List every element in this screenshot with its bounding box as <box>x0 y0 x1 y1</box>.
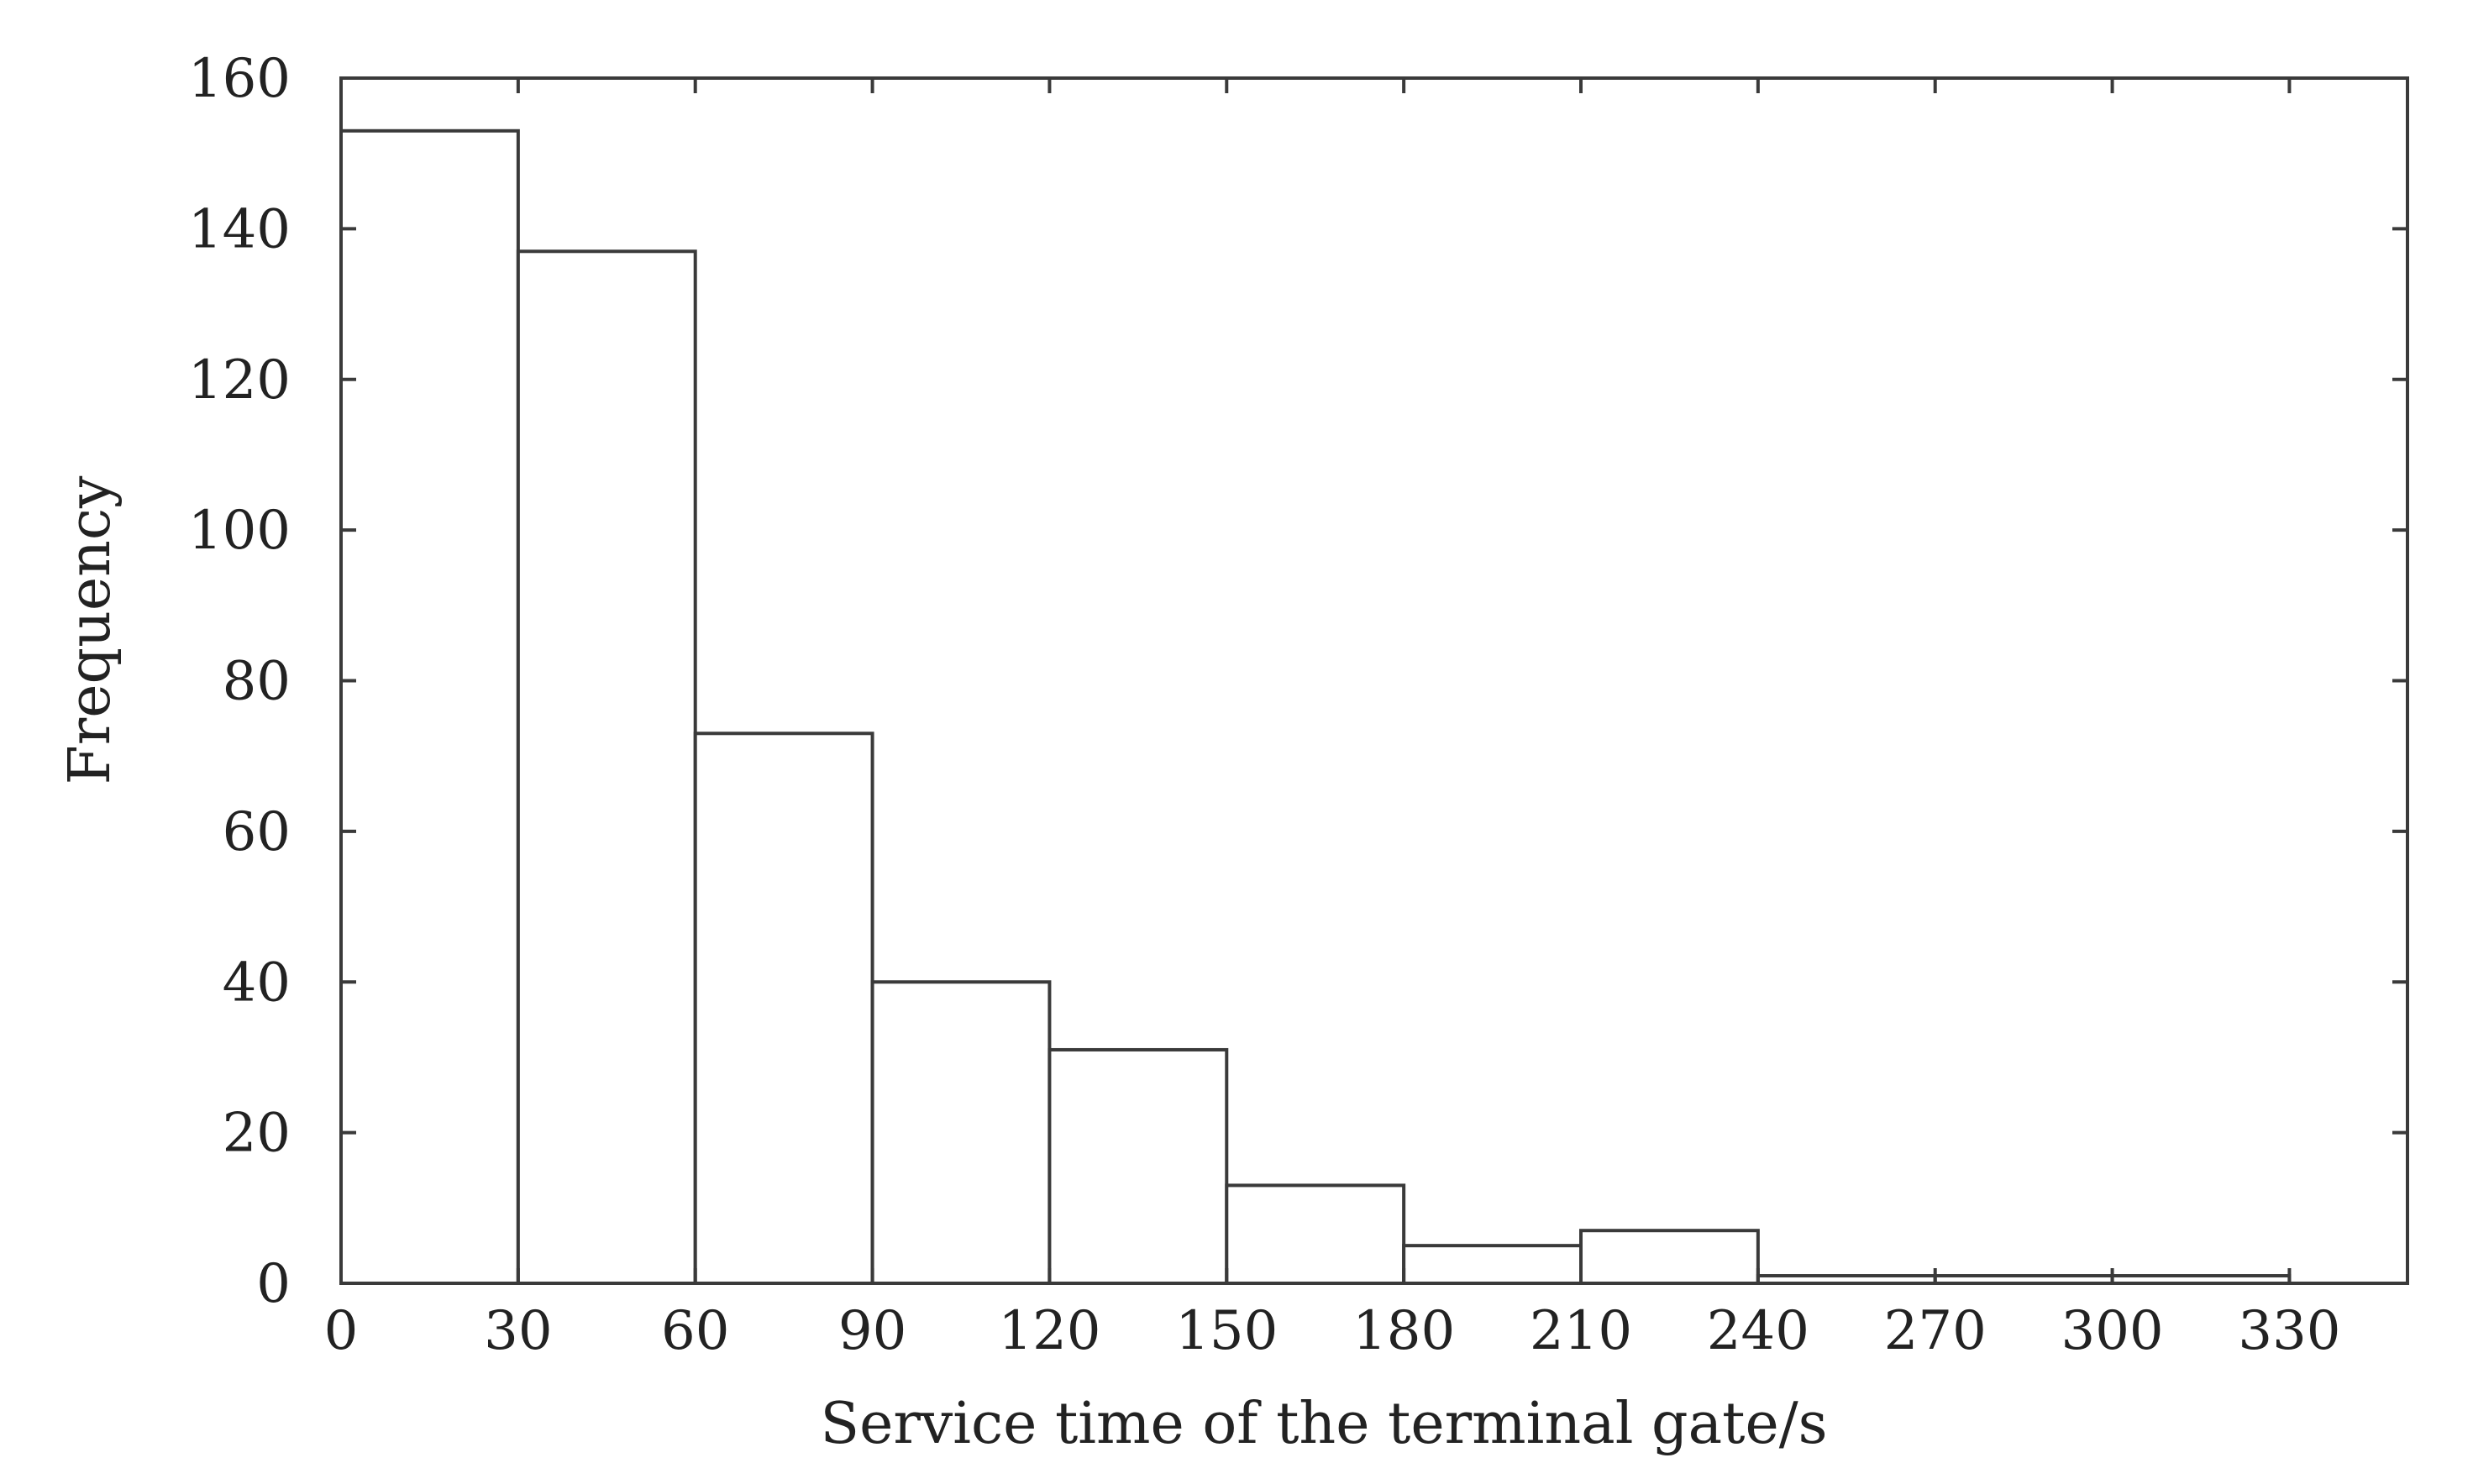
histogram-bar <box>1579 1229 1760 1285</box>
x-tick-label: 300 <box>2061 1300 2163 1362</box>
y-axis-label: Frequency <box>57 475 123 784</box>
y-tick-label: 80 <box>223 651 291 713</box>
y-tick-label: 140 <box>188 198 291 260</box>
x-tick-label: 270 <box>1884 1300 1987 1362</box>
histogram-bar <box>1047 1047 1229 1285</box>
x-tick-label: 180 <box>1352 1300 1455 1362</box>
histogram-bar <box>516 249 697 1285</box>
plot-frame <box>339 76 2409 1285</box>
y-tick-label: 100 <box>188 500 291 562</box>
y-tick-label: 120 <box>188 349 291 412</box>
x-tick-label: 330 <box>2238 1300 2340 1362</box>
y-tick-label: 160 <box>188 48 291 110</box>
histogram-bar <box>339 128 520 1285</box>
x-tick-label: 90 <box>838 1300 906 1362</box>
x-tick-label: 0 <box>324 1300 359 1362</box>
histogram-bar <box>1402 1244 1583 1285</box>
y-tick-label: 40 <box>223 952 291 1014</box>
y-tick-label: 0 <box>256 1253 291 1315</box>
y-tick-label: 20 <box>223 1103 291 1165</box>
x-tick-label: 240 <box>1707 1300 1809 1362</box>
histogram-bar <box>1225 1183 1406 1285</box>
x-tick-label: 60 <box>661 1300 729 1362</box>
x-tick-label: 120 <box>998 1300 1100 1362</box>
histogram-bar <box>870 980 1052 1285</box>
x-axis-label: Service time of the terminal gate/s <box>821 1391 1828 1457</box>
x-tick-label: 150 <box>1175 1300 1278 1362</box>
x-tick-label: 30 <box>484 1300 552 1362</box>
bars-layer <box>339 128 2292 1285</box>
histogram-bar <box>693 732 874 1285</box>
y-tick-label: 60 <box>223 801 291 863</box>
x-tick-label: 210 <box>1530 1300 1632 1362</box>
labels-layer: 0 30 60 90 120 150 180 210 240 270 300 330 0 20 40 60 80… <box>188 48 2341 1362</box>
